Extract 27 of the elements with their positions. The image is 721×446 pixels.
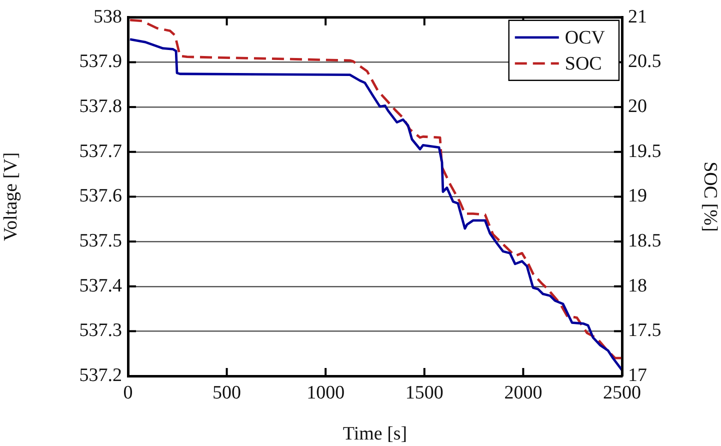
y-tick-label: 537.5 <box>79 230 122 252</box>
y-tick-label: 537.6 <box>79 186 122 207</box>
y2-tick-label: 20.5 <box>628 51 662 72</box>
y-tick-label: 538 <box>94 6 122 28</box>
y-tick-label: 537.7 <box>79 140 122 162</box>
y-tick-label: 537.8 <box>79 96 122 118</box>
legend-label: SOC <box>564 53 602 74</box>
legend-label: OCV <box>564 27 606 48</box>
x-tick-label: 500 <box>212 382 242 404</box>
y-tick-label: 537.3 <box>79 320 122 342</box>
x-axis-title: Time [s] <box>342 424 408 445</box>
y2-tick-label: 18.5 <box>628 230 662 252</box>
y-axis-title: Voltage [V] <box>0 152 22 242</box>
y2-tick-label: 20 <box>628 96 647 118</box>
y2-tick-label: 18 <box>628 275 647 296</box>
y2-tick-label: 21 <box>628 6 647 28</box>
y2-axis-title: SOC [%] <box>700 162 721 232</box>
x-tick-label: 2000 <box>504 382 542 404</box>
y-tick-label: 537.9 <box>79 51 122 72</box>
y2-tick-label: 19 <box>628 186 647 207</box>
y-tick-label: 537.2 <box>79 364 122 386</box>
x-tick-label: 1000 <box>306 382 345 404</box>
y-tick-label: 537.4 <box>79 275 122 296</box>
x-tick-label: 0 <box>123 382 133 404</box>
x-tick-label: 1500 <box>405 382 444 404</box>
y2-tick-label: 17.5 <box>628 320 662 342</box>
y2-tick-label: 19.5 <box>628 140 662 162</box>
